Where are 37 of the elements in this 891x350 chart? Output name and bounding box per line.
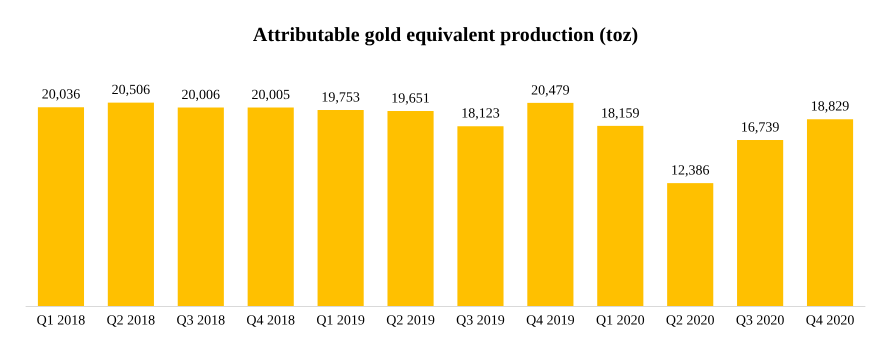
x-tick-label: Q4 2019 — [526, 314, 575, 328]
bar — [457, 126, 504, 306]
chart-title: Attributable gold equivalent production (toz) — [252, 24, 638, 46]
x-tick-label: Q2 2019 — [386, 314, 435, 328]
data-label: 20,036 — [42, 88, 80, 103]
bar — [806, 119, 854, 306]
data-label: 12,386 — [670, 164, 710, 179]
data-label: 18,123 — [461, 106, 500, 122]
bar — [108, 102, 154, 306]
x-tick-label: Q4 2020 — [806, 314, 854, 328]
x-tick-label: Q2 2020 — [666, 314, 715, 328]
x-tick-label: Q1 2019 — [316, 314, 365, 328]
bar — [318, 110, 364, 306]
data-label: 20,479 — [531, 83, 570, 98]
bar — [527, 102, 574, 306]
bar — [597, 126, 644, 306]
data-label: 20,005 — [251, 88, 290, 104]
data-label: 16,739 — [740, 120, 780, 136]
x-tick-label: Q1 2020 — [596, 314, 645, 328]
x-tick-label: Q2 2018 — [106, 314, 156, 328]
data-label: 20,506 — [112, 83, 150, 98]
data-label: 18,829 — [810, 100, 850, 115]
bar — [387, 111, 434, 306]
data-label: 19,753 — [321, 90, 360, 106]
data-label: 18,159 — [601, 106, 640, 122]
x-tick-label: Q3 2018 — [176, 314, 226, 328]
bar — [248, 108, 294, 306]
bar — [178, 108, 224, 306]
bar — [737, 140, 784, 306]
x-tick-label: Q3 2020 — [736, 314, 784, 328]
data-label: 20,006 — [182, 88, 220, 104]
x-tick-label: Q4 2018 — [246, 314, 296, 328]
bar — [38, 107, 84, 306]
data-label: 19,651 — [391, 92, 430, 107]
x-tick-label: Q3 2019 — [456, 314, 505, 328]
x-tick-label: Q1 2018 — [36, 314, 86, 328]
bar — [667, 183, 714, 306]
